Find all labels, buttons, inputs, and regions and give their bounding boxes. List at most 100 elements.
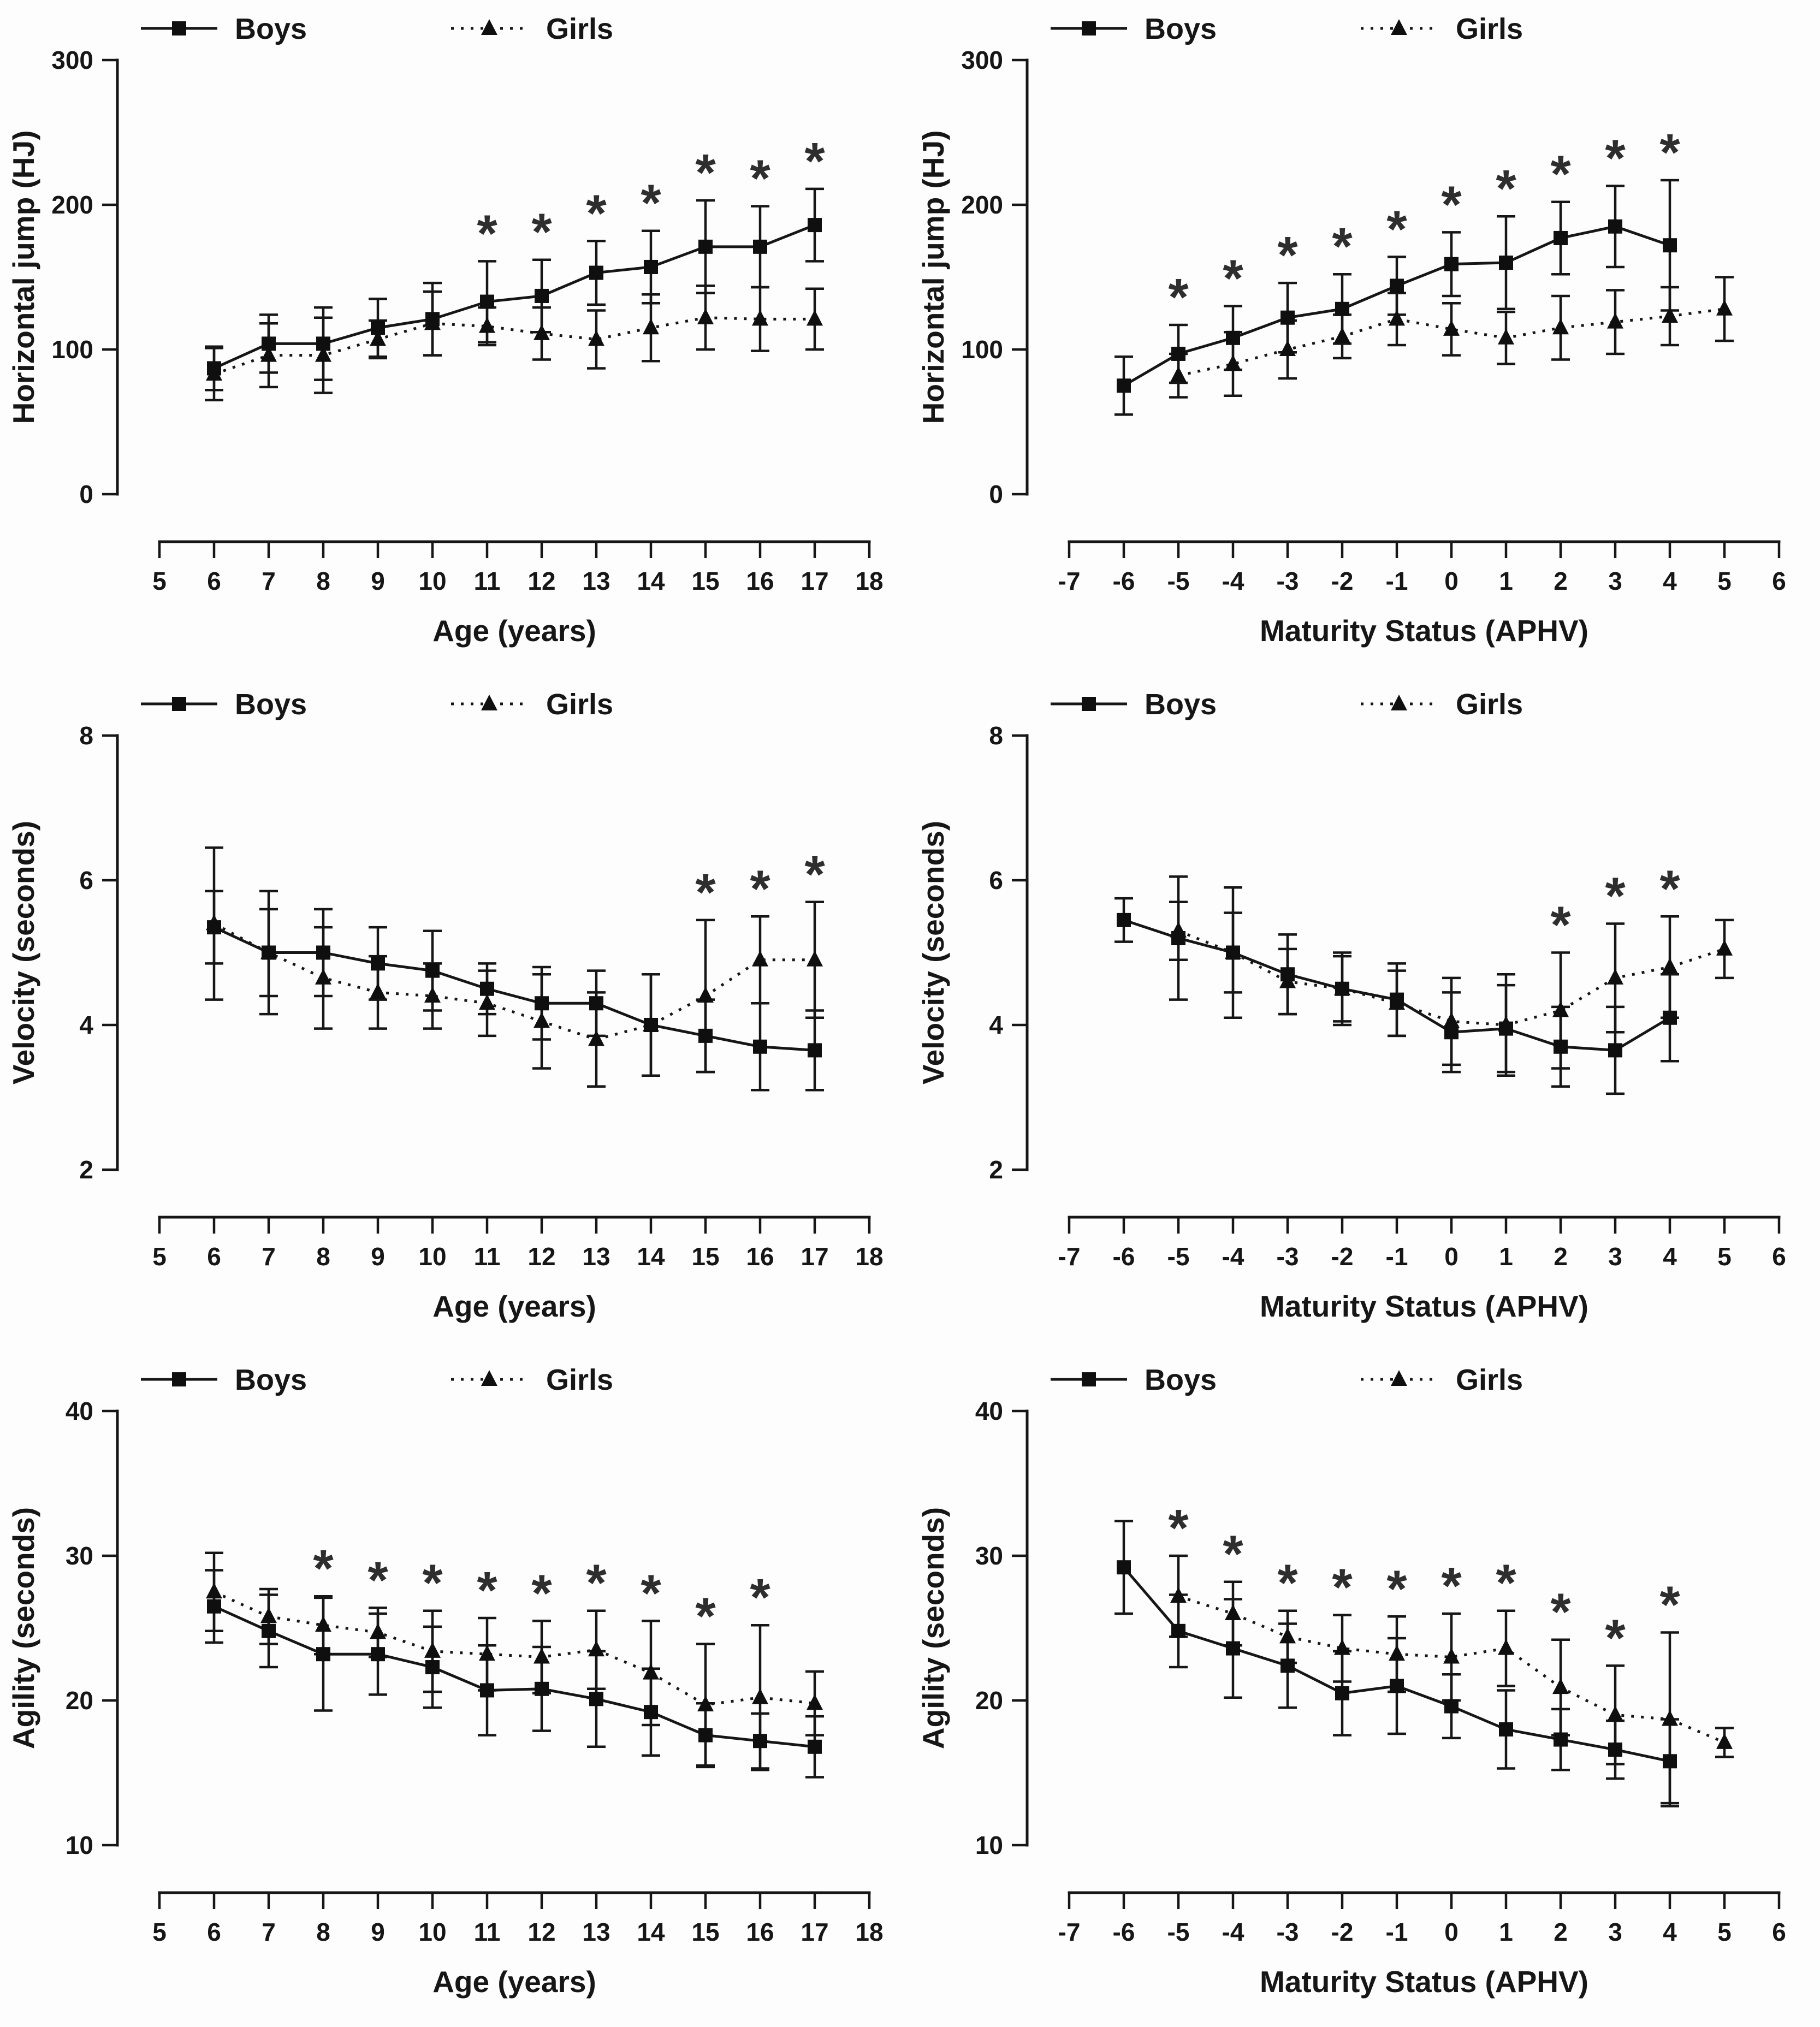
- data-point-girls: [370, 330, 386, 346]
- x-tick-label: 8: [316, 1242, 330, 1271]
- data-point-girls: [1716, 299, 1733, 316]
- data-point-girls: [1552, 1678, 1569, 1694]
- significance-asterisk: *: [313, 1539, 334, 1598]
- x-tick-label: 17: [801, 1918, 828, 1946]
- data-point-girls: [370, 1623, 386, 1639]
- x-tick-label: 11: [474, 1918, 501, 1946]
- x-tick-label: -2: [1331, 1242, 1354, 1271]
- data-point-boys: [207, 1599, 221, 1614]
- x-tick-label: 8: [316, 567, 330, 595]
- x-tick-label: 1: [1499, 1242, 1513, 1271]
- data-point-girls: [260, 1607, 277, 1623]
- data-point-boys: [535, 996, 549, 1011]
- legend-marker-girls-icon: [1391, 695, 1407, 710]
- significance-asterisk: *: [695, 863, 716, 922]
- x-tick-label: 16: [746, 567, 774, 595]
- y-axis-label: Horizontal jump (HJ): [916, 131, 950, 424]
- legend-marker-girls-icon: [481, 695, 497, 710]
- significance-asterisk: *: [1223, 1525, 1243, 1584]
- chart-velocity-vs-maturity: 2 4 6 8 Velocity (seconds) -7 -6 -5 -4 -3 -2 -1 0 1 2 3…: [916, 688, 1786, 1323]
- significance-asterisk: *: [367, 1551, 388, 1609]
- y-tick-label: 30: [66, 1542, 93, 1570]
- data-point-girls: [1552, 318, 1569, 335]
- data-point-girls: [807, 950, 823, 967]
- data-point-girls: [424, 314, 441, 330]
- data-point-girls: [588, 330, 604, 346]
- x-axis-label: Maturity Status (APHV): [1260, 1289, 1588, 1323]
- x-tick-label: -7: [1058, 1242, 1081, 1271]
- chart-horizontal-jump-vs-age: 0 100 200 300 Horizontal jump (HJ) 5 6 7 8 9 10 11 1…: [7, 13, 884, 648]
- data-point-boys: [1608, 1742, 1622, 1757]
- panel-velocity-vs-age: 2 4 6 8 Velocity (seconds) 5 6 7 8 9 10 11 12 13 14 15 1…: [0, 675, 910, 1351]
- x-tick-label: 13: [582, 1242, 610, 1271]
- x-tick-label: 10: [418, 1918, 446, 1946]
- significance-asterisk: *: [422, 1554, 443, 1613]
- x-tick-label: 16: [746, 1242, 774, 1271]
- x-tick-label: 9: [371, 1918, 385, 1946]
- y-tick-label: 40: [975, 1397, 1003, 1425]
- chart-agility-vs-age: 10 20 30 40 Agility (seconds) 5 6 7 8 9 10 11 12 13 14…: [7, 1364, 884, 1999]
- significance-asterisk: *: [1441, 175, 1462, 234]
- data-point-girls: [1389, 994, 1405, 1010]
- x-tick-label: 4: [1663, 1242, 1677, 1271]
- data-point-boys: [371, 956, 385, 971]
- significance-asterisk: *: [1223, 250, 1243, 308]
- x-tick-label: 7: [262, 1918, 276, 1946]
- legend-marker-girls-icon: [481, 19, 497, 35]
- data-point-girls: [807, 1694, 823, 1710]
- y-tick-label: 0: [79, 480, 93, 508]
- y-axis-label: Velocity (seconds): [7, 821, 40, 1084]
- x-axis-label: Maturity Status (APHV): [1260, 1965, 1588, 1999]
- x-tick-label: 13: [582, 567, 610, 595]
- legend-marker-boys-icon: [1082, 21, 1096, 35]
- data-point-girls: [807, 310, 823, 326]
- data-point-boys: [1390, 278, 1404, 293]
- data-point-girls: [533, 1012, 550, 1028]
- x-axis-label: Age (years): [432, 1289, 596, 1323]
- x-tick-label: 5: [1717, 1918, 1732, 1946]
- x-tick-label: 15: [691, 1918, 719, 1946]
- x-tick-label: 14: [637, 1242, 665, 1271]
- chart-velocity-vs-age: 2 4 6 8 Velocity (seconds) 5 6 7 8 9 10 11 12 13 14 15 1…: [7, 688, 884, 1323]
- y-axis-label: Agility (seconds): [7, 1507, 40, 1749]
- y-axis-label: Horizontal jump (HJ): [7, 131, 40, 424]
- data-point-girls: [643, 318, 659, 335]
- x-axis-label: Age (years): [432, 614, 596, 648]
- x-tick-label: 13: [582, 1918, 610, 1946]
- data-point-boys: [1226, 330, 1240, 345]
- x-tick-label: -1: [1386, 567, 1408, 595]
- y-tick-label: 6: [989, 866, 1003, 894]
- y-tick-label: 20: [975, 1686, 1003, 1715]
- data-point-girls: [1662, 1710, 1678, 1726]
- x-tick-label: -2: [1331, 1918, 1354, 1946]
- data-point-girls: [533, 324, 550, 340]
- y-axis-label: Agility (seconds): [916, 1507, 950, 1749]
- x-tick-label: 2: [1554, 1918, 1568, 1946]
- x-tick-label: 5: [152, 1242, 167, 1271]
- data-point-boys: [1444, 257, 1459, 271]
- x-tick-label: 11: [474, 1242, 501, 1271]
- significance-asterisk: *: [695, 144, 716, 202]
- data-point-girls: [1498, 328, 1514, 345]
- data-point-boys: [644, 259, 658, 274]
- x-tick-label: 4: [1663, 567, 1677, 595]
- x-tick-label: -4: [1222, 1918, 1244, 1946]
- significance-asterisk: *: [1550, 145, 1571, 204]
- x-tick-label: -7: [1058, 1918, 1081, 1946]
- data-point-girls: [752, 1688, 768, 1704]
- data-point-boys: [480, 1683, 494, 1698]
- x-tick-label: 8: [316, 1918, 330, 1946]
- x-tick-label: 15: [691, 567, 719, 595]
- data-point-boys: [1117, 912, 1131, 927]
- chart-agility-vs-maturity: 10 20 30 40 Agility (seconds) -7 -6 -5 -4 -3 -2 -1 0…: [916, 1364, 1786, 1999]
- data-point-boys: [1226, 1641, 1240, 1656]
- x-tick-label: 5: [152, 567, 167, 595]
- data-point-girls: [1334, 327, 1350, 343]
- data-point-boys: [589, 265, 603, 280]
- x-tick-label: 10: [418, 1242, 446, 1271]
- data-point-boys: [1608, 219, 1622, 234]
- y-tick-label: 10: [66, 1831, 93, 1859]
- legend-label-boys: Boys: [235, 13, 307, 45]
- data-point-boys: [698, 239, 713, 254]
- y-tick-label: 2: [989, 1155, 1003, 1184]
